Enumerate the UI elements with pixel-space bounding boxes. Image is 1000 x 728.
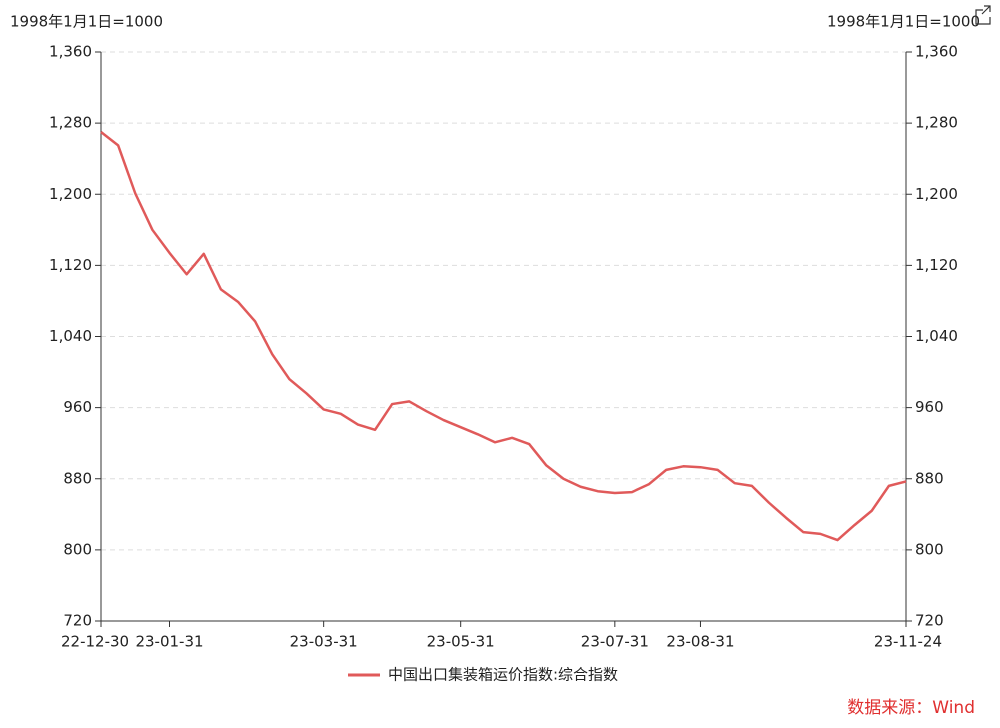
y2-tick-label: 1,360 [915,43,958,61]
x-tick-label: 22-12-30 [61,633,129,651]
y2-tick-label: 960 [915,398,944,416]
line-series [100,131,907,542]
y-tick-label: 1,360 [49,43,92,61]
x-tick-label: 23-03-31 [290,633,358,651]
y2-tick-label: 1,040 [915,327,958,345]
expand-icon-arrow[interactable] [981,5,991,15]
y2-tick-label: 800 [915,540,944,558]
expand-icon[interactable] [975,5,991,25]
y-tick-label: 1,200 [49,185,92,203]
legend-label: 中国出口集装箱运价指数:综合指数 [388,666,618,684]
y2-tick-label: 880 [915,469,944,487]
y2-tick-label: 1,120 [915,256,958,274]
y-tick-label: 1,280 [49,114,92,132]
y-unit-label: 1998年1月1日=1000 [10,13,163,31]
x-tick-label: 23-08-31 [666,633,734,651]
x-tick-label: 23-01-31 [135,633,203,651]
x-tick-label: 23-07-31 [581,633,649,651]
x-tick-label: 23-11-24 [874,633,942,651]
y-tick-label: 1,120 [49,256,92,274]
y2-unit-label: 1998年1月1日=1000 [827,13,980,31]
expand-icon-box[interactable] [975,9,991,25]
y-tick-label: 800 [63,540,92,558]
source: 数据来源：Wind [847,698,975,718]
x-tick-label: 23-05-31 [427,633,495,651]
y2-tick-label: 1,280 [915,114,958,132]
y2-tick-label: 1,200 [915,185,958,203]
y2-tick-label: 720 [915,612,944,630]
y-tick-label: 1,040 [49,327,92,345]
y-tick-label: 880 [63,469,92,487]
y-tick-label: 720 [63,612,92,630]
y-tick-label: 960 [63,398,92,416]
